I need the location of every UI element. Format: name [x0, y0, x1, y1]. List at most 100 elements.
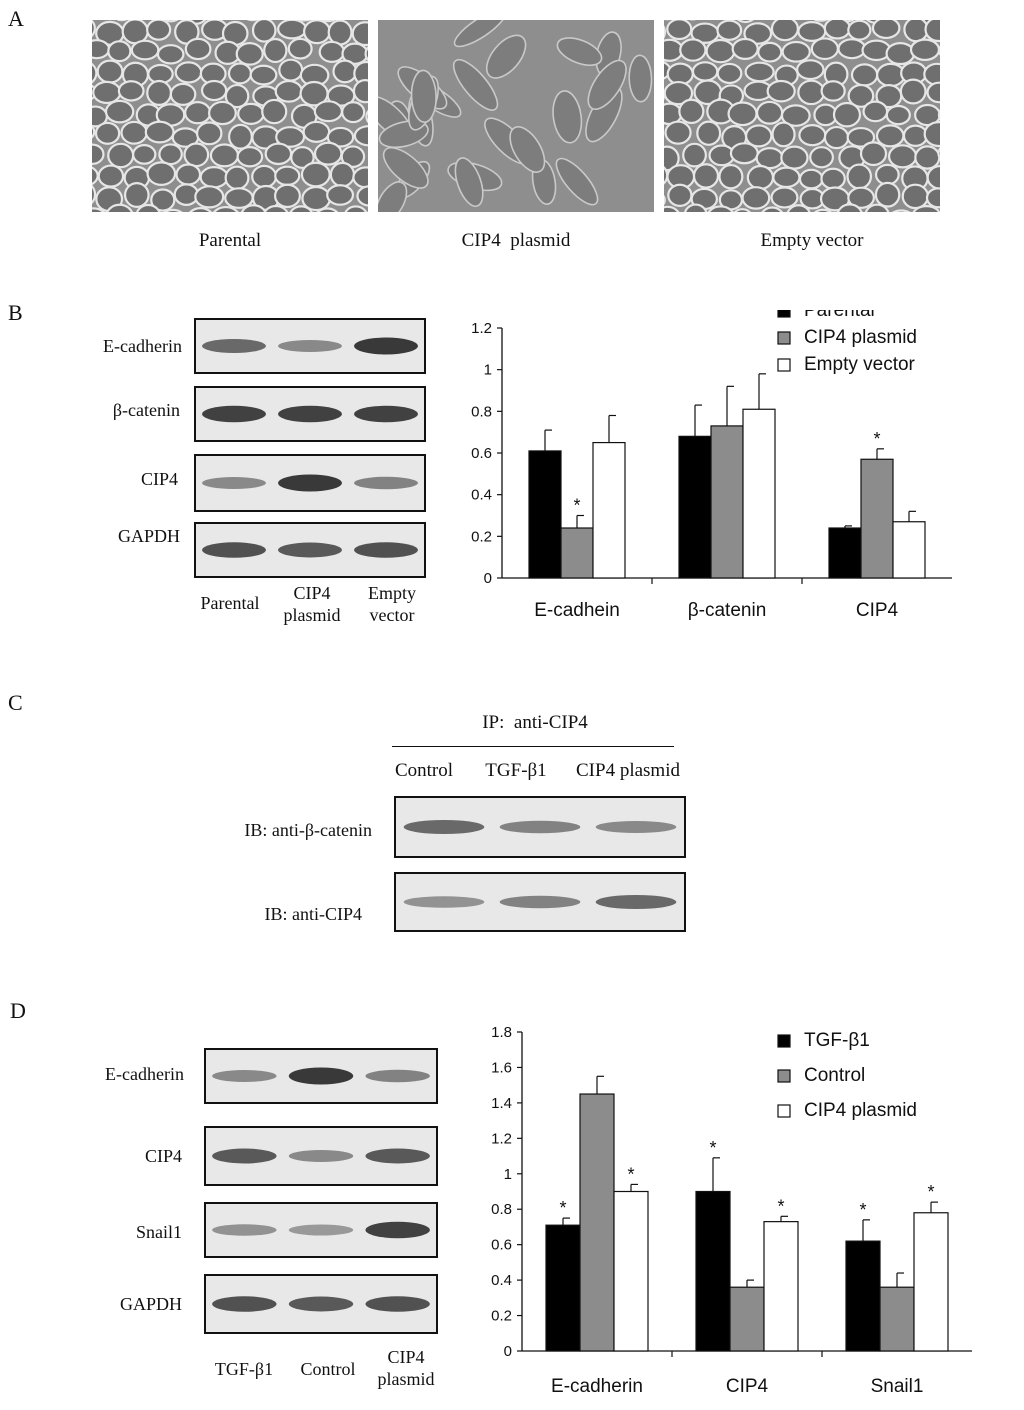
y-tick-label: 0.2 [471, 528, 492, 545]
cell-shape [552, 90, 583, 144]
cell-shape [174, 61, 203, 84]
cell-shape [163, 208, 183, 212]
ip-label: IP: anti-CIP4 [482, 712, 588, 733]
cell-shape [823, 20, 851, 40]
blot-band [288, 1296, 354, 1312]
cell-shape [810, 37, 839, 61]
cell-shape [809, 146, 834, 169]
cell-shape [556, 37, 603, 67]
cell-shape [864, 203, 890, 212]
cell-shape [678, 98, 705, 125]
cell-shape [135, 203, 161, 212]
y-tick-label: 1.4 [491, 1095, 512, 1112]
cell-shape [744, 124, 773, 148]
cell-shape [107, 142, 135, 169]
blot-b-label-ecadherin: E-cadherin [103, 336, 182, 356]
blot-band [288, 1150, 354, 1162]
y-tick-label: 0.6 [491, 1237, 512, 1254]
cell-shape [875, 124, 905, 148]
cell-shape [813, 20, 828, 22]
blot-band [212, 1296, 277, 1312]
bar [828, 527, 862, 579]
y-tick-label: 1.6 [491, 1059, 512, 1076]
cell-shape [240, 204, 267, 212]
cell-shape [356, 185, 368, 207]
y-tick-label: 0.8 [471, 403, 492, 420]
blot-c-lane-tgfb1: TGF-β1 [485, 760, 547, 781]
cell-shape [188, 207, 213, 212]
cell-shape [162, 20, 179, 23]
micrograph-empty-vector [664, 20, 940, 212]
y-tick-label: 0 [484, 570, 492, 587]
cell-shape [289, 205, 313, 212]
cell-shape [326, 126, 355, 148]
cell-shape [263, 37, 288, 64]
cell-shape [847, 83, 875, 108]
cell-shape [365, 109, 368, 124]
cell-shape [696, 120, 722, 146]
legend-label: CIP4 plasmid [804, 1100, 917, 1121]
cell-shape [318, 40, 346, 63]
cell-shape [150, 188, 176, 212]
cell-shape [275, 126, 306, 148]
cell-shape [718, 163, 744, 190]
bar [892, 521, 926, 579]
legend-swatch [777, 331, 791, 345]
blot-band [365, 1296, 430, 1312]
cell-shape [925, 187, 940, 209]
cell-shape [744, 61, 775, 83]
blot-band [288, 1067, 354, 1085]
cell-shape [209, 143, 240, 168]
legend-swatch [777, 358, 791, 372]
cell-shape [169, 82, 197, 106]
cell-shape [326, 184, 355, 206]
cell-shape [901, 183, 929, 210]
cell-shape [555, 157, 599, 206]
cell-shape [302, 120, 331, 143]
cell-shape [798, 168, 824, 190]
blot-b-label-bcatenin: β-catenin [112, 400, 180, 420]
caption-cip4-plasmid: CIP4 plasmid [461, 230, 571, 251]
cell-shape [274, 183, 301, 209]
cell-shape [716, 62, 743, 85]
cell-shape [823, 125, 850, 150]
blot-d-ecadherin [204, 1048, 438, 1104]
cell-shape [329, 161, 356, 188]
cell-shape [509, 126, 546, 173]
blot-band [365, 1069, 430, 1083]
blot-d-lane-tgfb1: TGF-β1 [214, 1359, 274, 1379]
panel-d-letter: D [10, 998, 26, 1023]
micrograph-cip4-plasmid [378, 20, 654, 212]
cell-shape [679, 38, 707, 62]
blot-b-ecadherin [194, 318, 426, 374]
cell-shape [352, 166, 368, 189]
blot-band [278, 340, 342, 352]
cell-shape [846, 126, 876, 148]
ip-divider-line [392, 746, 674, 747]
bar-chart-b: 0 0.2 0.4 0.6 0.8 1 1.2 E-cadhein * β-catenin CIP4… [471, 310, 952, 621]
cell-shape [664, 25, 667, 39]
cell-shape [813, 208, 833, 212]
blot-c-lane-control: Control [394, 760, 454, 781]
cell-shape [903, 20, 929, 43]
blot-b-bcatenin [194, 386, 426, 442]
cell-shape [320, 20, 336, 23]
bar [560, 527, 594, 579]
cell-shape [453, 20, 507, 48]
cell-shape [664, 120, 692, 145]
blot-band [354, 476, 418, 490]
cell-shape [837, 38, 867, 60]
cell-shape [746, 164, 775, 190]
cell-shape [123, 182, 150, 208]
cell-shape [454, 157, 484, 208]
cell-shape [251, 164, 278, 189]
blot-d-label-gapdh: GAPDH [119, 1294, 182, 1314]
cell-shape [352, 79, 368, 104]
bar [879, 1286, 915, 1352]
bar [528, 450, 562, 579]
cell-shape [862, 100, 889, 123]
cell-shape [847, 20, 872, 41]
cell-shape [106, 203, 134, 212]
y-tick-label: 1.8 [491, 1024, 512, 1041]
cell-shape [208, 100, 237, 126]
